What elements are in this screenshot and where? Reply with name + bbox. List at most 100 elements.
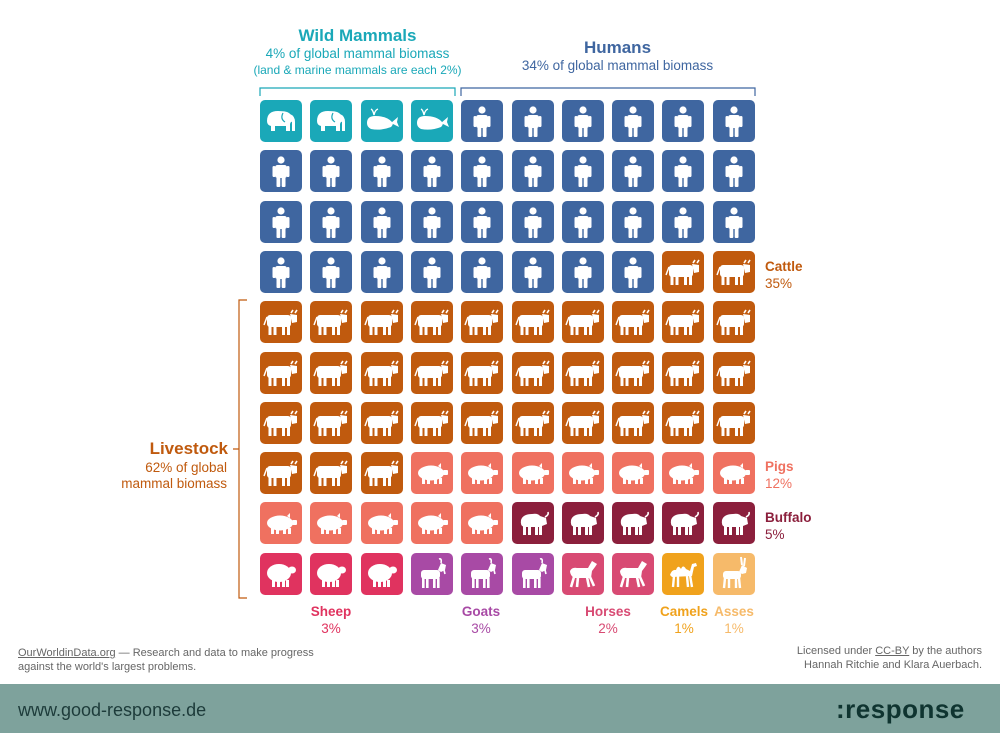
site-url[interactable]: www.good-response.de (18, 700, 207, 720)
human-icon (712, 200, 755, 243)
pig-icon (461, 502, 504, 545)
cow-icon (461, 301, 504, 344)
cow-icon (511, 301, 554, 344)
wild-mammals-note: (land & marine mammals are each 2%) (253, 63, 462, 77)
source-text-2: against the world's largest problems. (18, 661, 197, 673)
sheep-icon (360, 552, 403, 595)
pig-icon (410, 452, 453, 495)
human-icon (612, 200, 655, 243)
human-icon (410, 200, 453, 243)
horse-icon (561, 552, 604, 595)
goats-pct: 3% (471, 621, 491, 636)
human-icon (310, 200, 353, 243)
buffalo-icon (612, 502, 655, 545)
license-note: Licensed under CC-BY by the authors Hann… (700, 644, 982, 672)
humans-title: Humans (583, 38, 652, 57)
human-icon (561, 200, 604, 243)
cow-icon (561, 351, 604, 394)
cow-icon (561, 401, 604, 444)
cow-icon (360, 351, 403, 394)
brand-logo: :response (836, 694, 965, 724)
human-icon (360, 250, 403, 293)
camels-label: Camels (659, 604, 709, 619)
cow-icon (712, 250, 755, 293)
cow-icon (260, 401, 302, 444)
livestock-bracket (233, 299, 247, 599)
human-icon (612, 250, 655, 293)
humans-subtitle: 34% of global mammal biomass (521, 58, 714, 73)
pig-icon (310, 502, 353, 545)
pig-icon (461, 452, 504, 495)
wild-mammals-subtitle: 4% of global mammal biomass (265, 46, 450, 61)
camel-icon (662, 552, 705, 595)
cow-icon (310, 301, 353, 344)
human-icon (260, 150, 302, 193)
pig-icon (561, 452, 604, 495)
cow-icon (410, 401, 453, 444)
elephant-icon (260, 100, 302, 142)
cow-icon (310, 351, 353, 394)
cow-icon (612, 301, 655, 344)
human-icon (511, 250, 554, 293)
human-icon (461, 250, 504, 293)
buffalo-icon (662, 502, 705, 545)
cow-icon (461, 401, 504, 444)
cow-icon (260, 301, 302, 344)
camels-pct: 1% (674, 621, 694, 636)
pig-icon (511, 452, 554, 495)
pig-icon (360, 502, 403, 545)
buffalo-icon (561, 502, 604, 545)
human-icon (561, 100, 604, 142)
livestock-title: Livestock (149, 439, 228, 458)
asses-label: Asses (714, 604, 754, 619)
human-icon (461, 100, 504, 142)
livestock-subtitle-1: 62% of global (145, 460, 227, 475)
pig-icon (410, 502, 453, 545)
human-icon (662, 150, 705, 193)
buffalo-icon (712, 502, 755, 545)
cow-icon (461, 351, 504, 394)
cow-icon (310, 401, 353, 444)
pig-icon (662, 452, 705, 495)
humans-bracket (460, 87, 756, 96)
buffalo-label: Buffalo (765, 510, 812, 525)
buffalo-pct: 5% (765, 527, 785, 542)
source-text: — Research and data to make progress (115, 647, 314, 659)
license-link[interactable]: CC-BY (875, 645, 910, 657)
cow-icon (511, 401, 554, 444)
goat-icon (410, 552, 453, 595)
cow-icon (712, 401, 755, 444)
cow-icon (662, 301, 705, 344)
cow-icon (360, 301, 403, 344)
source-note: OurWorldinData.org — Research and data t… (18, 646, 314, 674)
goat-icon (461, 552, 504, 595)
license-post: by the authors (909, 645, 982, 657)
human-icon (260, 200, 302, 243)
human-icon (662, 200, 705, 243)
elephant-icon (310, 100, 353, 142)
sheep-label: Sheep (310, 604, 352, 619)
cow-icon (260, 351, 302, 394)
cow-icon (511, 351, 554, 394)
human-icon (410, 150, 453, 193)
whale-icon (360, 100, 403, 142)
authors: Hannah Ritchie and Klara Auerbach. (804, 659, 982, 671)
cow-icon (612, 401, 655, 444)
cow-icon (260, 452, 302, 495)
human-icon (511, 200, 554, 243)
source-link[interactable]: OurWorldinData.org (18, 647, 116, 659)
donkey-icon (712, 552, 755, 595)
human-icon (561, 150, 604, 193)
cow-icon (561, 301, 604, 344)
sheep-icon (260, 552, 302, 595)
footer-band (0, 684, 1000, 733)
human-icon (612, 100, 655, 142)
asses-pct: 1% (724, 621, 744, 636)
cow-icon (360, 452, 403, 495)
cow-icon (410, 301, 453, 344)
pigs-pct: 12% (765, 476, 793, 491)
group-brackets (233, 87, 756, 599)
cow-icon (662, 250, 705, 293)
human-icon (260, 250, 302, 293)
human-icon (712, 100, 755, 142)
